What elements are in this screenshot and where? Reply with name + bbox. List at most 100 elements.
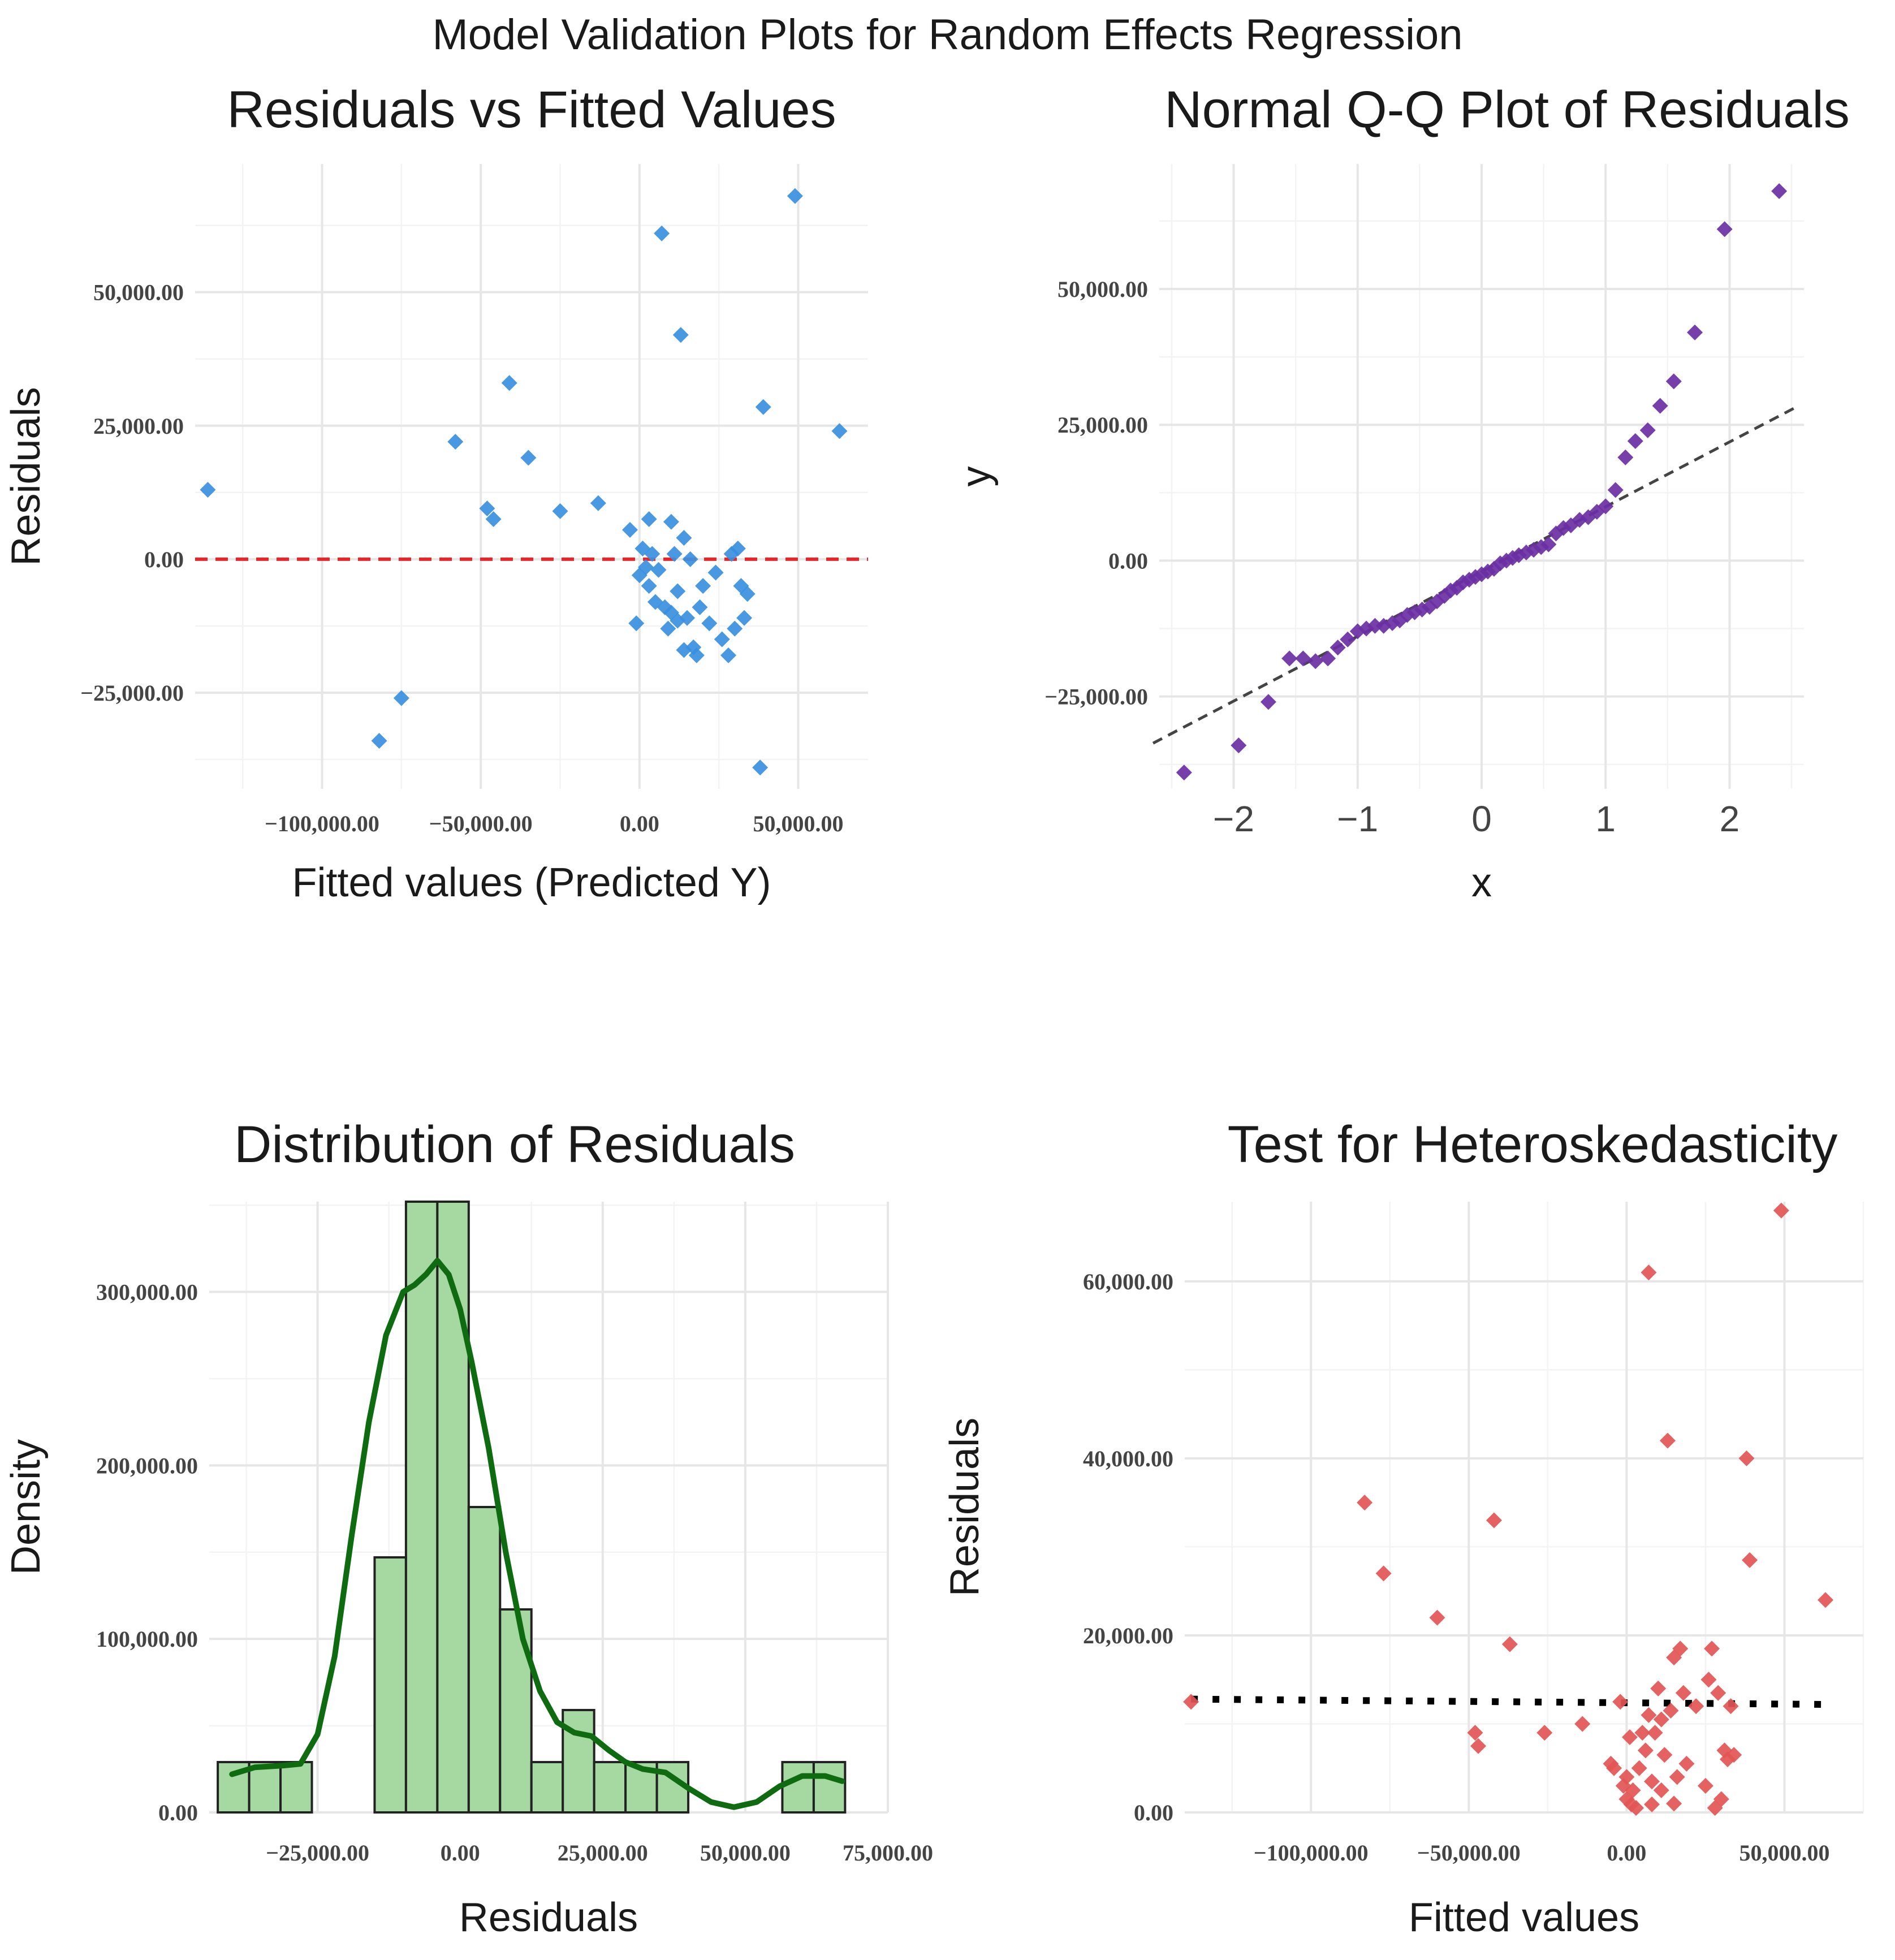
scatter-point xyxy=(682,551,698,567)
qq-point xyxy=(1716,221,1733,238)
y-tick-label: 25,000.00 xyxy=(1057,412,1148,438)
scatter-point xyxy=(679,610,696,626)
x-tick-label: −100,000.00 xyxy=(1254,1840,1369,1866)
scatter-point xyxy=(1641,1264,1657,1281)
qq-point xyxy=(1329,640,1346,656)
qq-point xyxy=(1176,765,1192,781)
y-axis-label: Density xyxy=(3,1439,49,1575)
scatter-point xyxy=(1675,1685,1691,1701)
qq-point xyxy=(1607,482,1624,498)
histogram-bar xyxy=(279,1761,313,1814)
scatter-point xyxy=(1625,1782,1641,1798)
scatter-point xyxy=(520,450,537,466)
scatter-point xyxy=(831,423,848,439)
x-tick-label: 50,000.00 xyxy=(1739,1840,1829,1866)
residual-histogram-panel: −25,000.00 0.00 25,000.00 50,000.00 75,000.0… xyxy=(3,1116,933,1940)
qq-point xyxy=(1588,503,1605,520)
scatter-point xyxy=(701,615,718,632)
scatter-point xyxy=(672,327,689,343)
scatter-point xyxy=(1669,1769,1685,1785)
scatter-point xyxy=(714,631,730,647)
scatter-point xyxy=(447,434,464,450)
scatter-point xyxy=(1656,1747,1673,1763)
x-tick-label: −2 xyxy=(1213,798,1254,839)
qq-point xyxy=(1771,183,1788,200)
scatter-point xyxy=(1623,1796,1639,1812)
scatter-point xyxy=(1641,1707,1657,1723)
scatter-point xyxy=(1818,1592,1834,1608)
x-tick-label: 0.00 xyxy=(620,811,659,836)
scatter-point xyxy=(660,620,676,637)
qq-point xyxy=(1617,449,1634,465)
scatter-point xyxy=(641,578,657,594)
scatter-point xyxy=(1742,1552,1758,1568)
x-tick-label: −100,000.00 xyxy=(265,811,379,836)
scatter-point xyxy=(1688,1698,1704,1715)
scatter-point xyxy=(1672,1640,1689,1657)
histogram-bar xyxy=(404,1201,439,1814)
x-axis-label: x xyxy=(1471,860,1492,905)
scatter-point xyxy=(1612,1694,1629,1710)
scatter-point xyxy=(479,500,495,517)
y-axis-label: Residuals xyxy=(944,1418,987,1596)
scatter-point xyxy=(1631,1760,1647,1776)
y-tick-label: 25,000.00 xyxy=(93,413,184,439)
scatter-point xyxy=(1663,1703,1679,1719)
x-tick-label: 25,000.00 xyxy=(558,1840,648,1866)
y-axis-label: Residuals xyxy=(3,387,49,565)
scatter-point xyxy=(638,559,654,576)
histogram-bar xyxy=(593,1761,627,1814)
heteroskedasticity-panel: −100,000.00 −50,000.00 0.00 50,000.00 0.00 20… xyxy=(944,1116,1864,1940)
scatter-point xyxy=(688,647,705,663)
histogram-bar xyxy=(248,1761,282,1814)
histogram-bar xyxy=(467,1506,502,1814)
y-tick-label: 20,000.00 xyxy=(1083,1623,1173,1648)
qq-point xyxy=(1555,520,1572,536)
scatter-point xyxy=(1429,1609,1445,1626)
scatter-point xyxy=(1710,1685,1726,1701)
qq-point xyxy=(1320,650,1336,667)
qq-point xyxy=(1665,373,1682,390)
scatter-point xyxy=(1738,1450,1755,1466)
scatter-point xyxy=(200,482,216,498)
y-tick-label: 40,000.00 xyxy=(1083,1446,1173,1471)
scatter-point xyxy=(1470,1738,1487,1754)
scatter-point xyxy=(1726,1747,1742,1763)
qq-point xyxy=(1580,509,1596,525)
qq-plot-panel: −2 −1 0 1 2 −25,000.00 0.00 25,000.00 50,000.00 N… xyxy=(953,81,1850,905)
scatter-point xyxy=(1704,1640,1720,1657)
qq-point xyxy=(1639,422,1656,438)
scatter-point xyxy=(1621,1729,1638,1745)
histogram-bar xyxy=(217,1761,251,1814)
scatter-point xyxy=(1486,1512,1502,1529)
qq-point xyxy=(1231,737,1247,754)
y-tick-label: −25,000.00 xyxy=(1044,684,1148,710)
scatter-point xyxy=(1357,1495,1373,1511)
scatter-point xyxy=(1653,1782,1669,1798)
qq-point xyxy=(1467,569,1484,585)
scatter-point xyxy=(590,495,606,511)
scatter-point xyxy=(1618,1791,1635,1807)
histogram-bar xyxy=(373,1556,407,1814)
y-tick-label: 200,000.00 xyxy=(96,1453,198,1478)
chart-title: Residuals vs Fitted Values xyxy=(227,81,836,139)
scatter-point xyxy=(692,599,708,615)
y-tick-label: 60,000.00 xyxy=(1083,1269,1173,1294)
qq-point xyxy=(1367,618,1383,634)
scatter-point xyxy=(736,610,753,626)
scatter-point xyxy=(485,511,502,528)
scatter-point xyxy=(1666,1795,1682,1812)
x-tick-label: 0.00 xyxy=(441,1840,480,1866)
histogram-bar xyxy=(499,1608,533,1814)
scatter-point xyxy=(727,620,743,637)
y-tick-label: −25,000.00 xyxy=(80,680,184,706)
scatter-point xyxy=(393,690,409,706)
scatter-point xyxy=(501,375,517,391)
x-axis-label: Fitted values (Predicted Y) xyxy=(292,860,771,905)
scatter-point xyxy=(676,530,692,546)
scatter-point xyxy=(1700,1672,1717,1688)
scatter-point xyxy=(1375,1565,1392,1582)
scatter-point xyxy=(1647,1725,1663,1741)
qq-point xyxy=(1627,433,1643,450)
scatter-point xyxy=(1628,1800,1644,1816)
